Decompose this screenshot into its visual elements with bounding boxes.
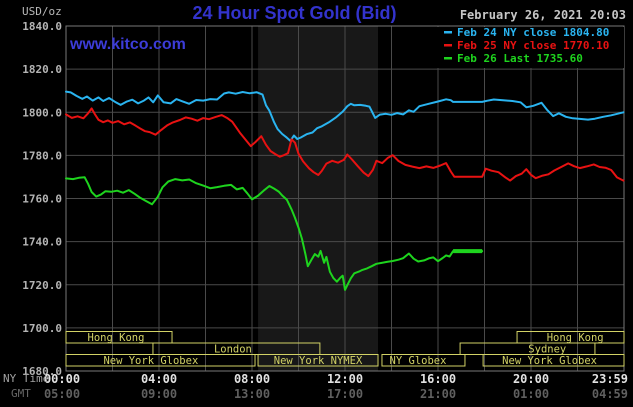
page-title: 24 Hour Spot Gold (Bid)	[192, 3, 397, 23]
x-tick-label-gmt: 04:59	[592, 387, 628, 401]
x-tick-label-nytime: 08:00	[234, 372, 270, 386]
series-line-feb-26	[65, 176, 484, 291]
x-tick-label-gmt: 21:00	[420, 387, 456, 401]
date-time: February 26, 2021 20:03	[459, 8, 626, 22]
session-label: Sydney	[528, 344, 566, 356]
legend-row: Feb 26 Last 1735.60	[457, 52, 583, 65]
session-label: New York NYMEX	[274, 355, 363, 367]
session-box	[65, 331, 173, 344]
y-tick-label: 1800.0	[22, 106, 62, 119]
legend-row: Feb 25 NY close 1770.10	[457, 39, 609, 52]
x-tick-label-gmt: 01:00	[513, 387, 549, 401]
session-label: New York Globex	[502, 355, 597, 367]
x-tick-label-nytime: 16:00	[420, 372, 456, 386]
y-tick-label: 1760.0	[22, 193, 62, 206]
x-tick-label-nytime: 20:00	[513, 372, 549, 386]
session-box	[257, 354, 379, 367]
x-axis-label-nytime: NY Time	[3, 372, 50, 385]
x-tick-label-gmt: 09:00	[141, 387, 177, 401]
y-tick-label: 1840.0	[22, 20, 62, 33]
session-box	[482, 354, 625, 367]
legend-swatch	[444, 57, 452, 60]
x-axis-label-gmt: GMT	[11, 387, 31, 400]
x-tick-label-nytime: 12:00	[327, 372, 363, 386]
y-tick-label: 1680.0	[22, 365, 62, 378]
series-line-feb-24	[65, 90, 625, 142]
session-label: Hong Kong	[547, 332, 604, 344]
y-tick-label: 1820.0	[22, 63, 62, 76]
legend-swatch	[444, 44, 452, 47]
plot-border	[65, 25, 625, 372]
kitco-watermark: www.kitco.com	[70, 36, 186, 53]
legend-row: Feb 24 NY close 1804.80	[457, 26, 609, 39]
y-tick-label: 1780.0	[22, 149, 62, 162]
session-label: London	[214, 344, 252, 356]
y-tick-label: 1720.0	[22, 279, 62, 292]
y-axis-unit: USD/oz	[22, 5, 62, 18]
session-box	[381, 354, 466, 367]
session-label: NY Globex	[390, 355, 447, 367]
session-label: New York Globex	[103, 355, 198, 367]
x-tick-label-nytime: 23:59	[592, 372, 628, 386]
legend-background	[437, 27, 624, 68]
session-box	[65, 354, 256, 367]
x-tick-label-gmt: 17:00	[327, 387, 363, 401]
series-line-feb-25	[65, 107, 625, 182]
session-label: Hong Kong	[88, 332, 145, 344]
x-tick-label-gmt: 13:00	[234, 387, 270, 401]
y-tick-label: 1740.0	[22, 236, 62, 249]
x-tick-label-nytime: 04:00	[141, 372, 177, 386]
legend-swatch	[444, 31, 452, 34]
x-tick-label-nytime: 00:00	[44, 372, 80, 386]
x-tick-label-gmt: 05:00	[44, 387, 80, 401]
y-tick-label: 1700.0	[22, 322, 62, 335]
